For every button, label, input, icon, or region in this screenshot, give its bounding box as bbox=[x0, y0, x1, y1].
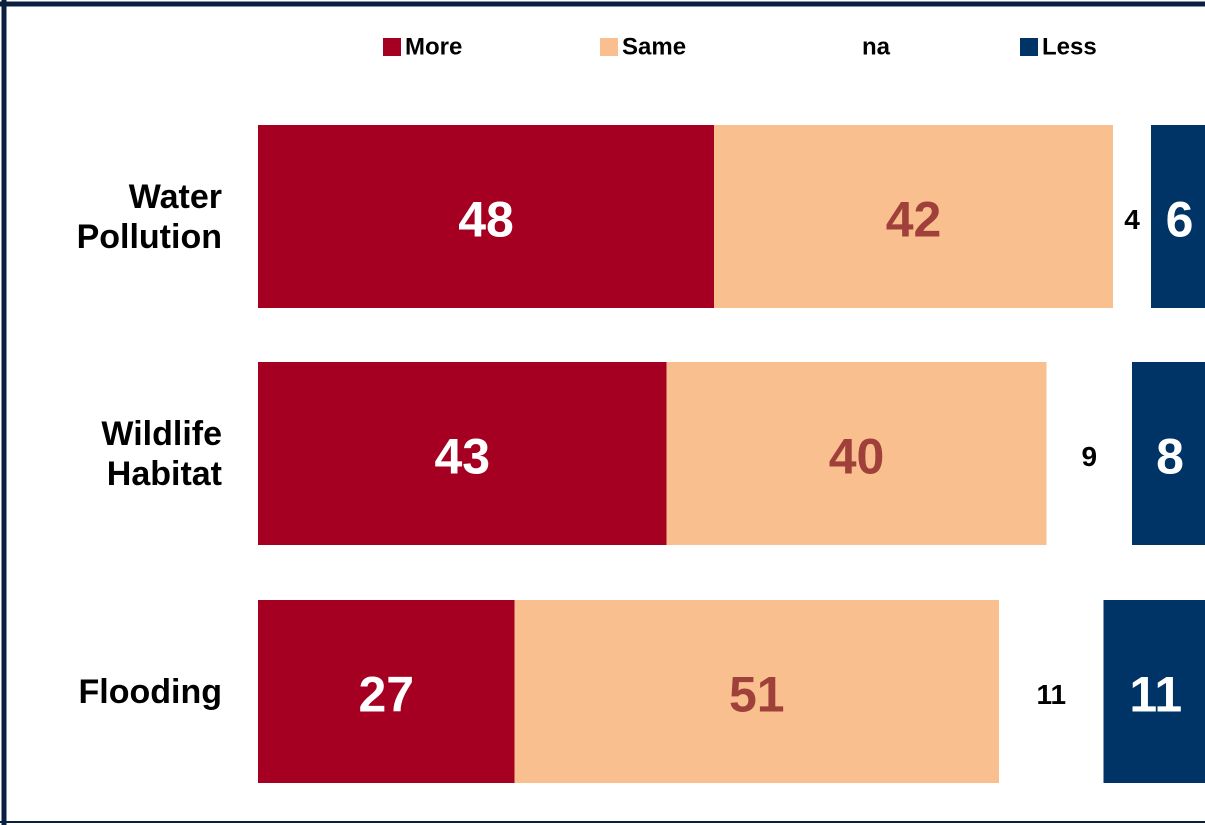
bar-segment bbox=[666, 362, 1047, 545]
data-label: 4 bbox=[1124, 204, 1140, 235]
data-label: 42 bbox=[886, 192, 942, 248]
bar-segment bbox=[1132, 362, 1205, 545]
data-label: 48 bbox=[458, 192, 514, 248]
legend-label: More bbox=[405, 34, 462, 61]
legend-swatch bbox=[1020, 38, 1038, 56]
bar-segment bbox=[514, 600, 999, 783]
category-label: Flooding bbox=[78, 672, 222, 711]
legend-label: na bbox=[862, 34, 891, 61]
legend-swatch bbox=[383, 38, 401, 56]
bar-segment bbox=[258, 362, 667, 545]
data-label: 27 bbox=[358, 667, 414, 723]
legend-swatch bbox=[600, 38, 618, 56]
data-label: 43 bbox=[434, 429, 490, 485]
bar-segment bbox=[258, 125, 714, 308]
legend-label: Same bbox=[622, 34, 686, 61]
bar-segment bbox=[1151, 125, 1205, 308]
data-label: 51 bbox=[729, 667, 785, 723]
data-label: 8 bbox=[1156, 429, 1184, 485]
data-label: 6 bbox=[1166, 192, 1194, 248]
category-label: Wildlife Habitat bbox=[101, 414, 222, 493]
data-label: 11 bbox=[1129, 667, 1182, 723]
data-label: 11 bbox=[1036, 679, 1066, 710]
bar-segment bbox=[1103, 600, 1205, 783]
bar-segment bbox=[714, 125, 1113, 308]
bar-segment bbox=[258, 600, 515, 783]
category-label: Water Pollution bbox=[76, 177, 222, 256]
legend-label: Less bbox=[1042, 34, 1097, 61]
data-label: 9 bbox=[1081, 441, 1097, 472]
data-label: 40 bbox=[829, 429, 885, 485]
